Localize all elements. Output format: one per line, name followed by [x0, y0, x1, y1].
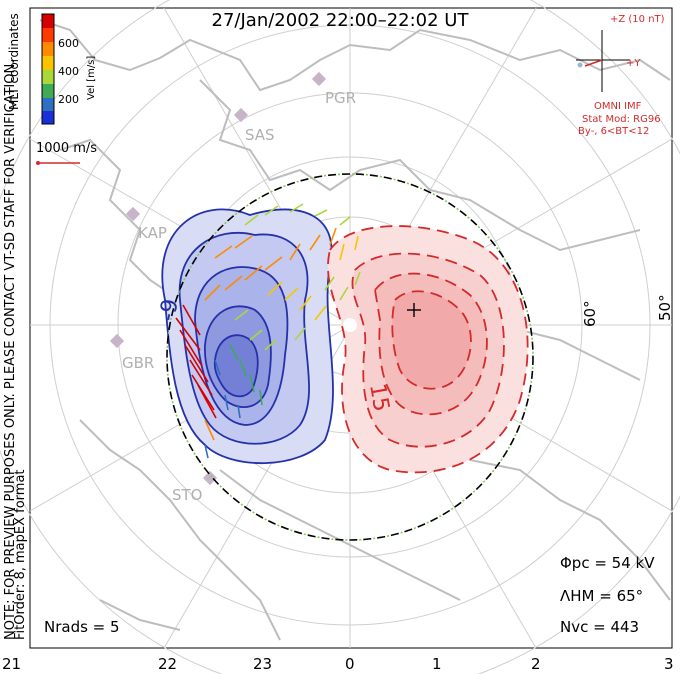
- map-title: 27/Jan/2002 22:00–22:02 UT: [212, 10, 470, 31]
- stat-n-rads: Nrads = 5: [44, 618, 120, 636]
- colorbar-tick-400: 400: [58, 65, 79, 78]
- ref-vector-label: 1000 m/s: [36, 141, 97, 156]
- imf-by-label: +Y: [626, 58, 641, 69]
- imf-dial: [576, 30, 630, 92]
- imf-condition: By-, 6<BT<12: [578, 126, 649, 137]
- pos-contour-label: 15: [364, 382, 393, 414]
- mlt-tick-21: 21: [2, 655, 21, 673]
- mlt-coordinates-label: MLT coordinates: [7, 13, 21, 110]
- station-label-sto: STO: [172, 486, 203, 504]
- station-label-kap: KAP: [138, 224, 167, 242]
- velocity-colorbar: [41, 13, 55, 125]
- station-marker-gbr: [109, 333, 125, 349]
- lat-label-60: 60°: [581, 300, 599, 327]
- mlt-tick-22: 22: [158, 655, 177, 673]
- mlt-tick-0: 0: [345, 655, 355, 673]
- station-label-gbr: GBR: [122, 354, 154, 372]
- station-marker-pgr: [311, 71, 327, 87]
- mlt-tick-3: 3: [664, 655, 674, 673]
- stat-lambda-hm: ΛHM = 65°: [560, 587, 643, 605]
- stat-n-vc: Nvc = 443: [560, 618, 639, 636]
- imf-bz-label: +Z (10 nT): [610, 14, 665, 25]
- pole-marker: [343, 318, 357, 332]
- mlt-tick-1: 1: [432, 655, 442, 673]
- positive-potential-cell: [327, 225, 529, 474]
- lat-label-50: 50°: [656, 294, 674, 321]
- station-label-sas: SAS: [245, 126, 275, 144]
- station-label-pgr: PGR: [325, 89, 356, 107]
- colorbar-tick-200: 200: [58, 93, 79, 106]
- neg-cell-fill-5: [213, 334, 259, 398]
- mlt-axis: 21 22 23 0 1 2 3: [2, 655, 674, 673]
- mlt-tick-2: 2: [531, 655, 541, 673]
- potential-max-marker: [407, 303, 421, 317]
- ref-vector-arrow: [36, 161, 80, 165]
- stat-phi-pc: Φpc = 54 kV: [560, 554, 655, 572]
- colorbar-label: Vel [m/s]: [86, 56, 97, 100]
- negative-potential-cell: [161, 208, 334, 465]
- station-marker-sto: [202, 470, 218, 486]
- velocity-vectors: [175, 203, 361, 459]
- neg-contour-label: -9: [155, 297, 183, 323]
- hm-boundary: [166, 173, 534, 541]
- mlt-tick-23: 23: [253, 655, 272, 673]
- imf-model: Stat Mod: RG96: [582, 114, 661, 125]
- pos-cell-fill-4: [391, 290, 472, 390]
- preview-note: NOTE: FOR PREVIEW PURPOSES ONLY. PLEASE …: [3, 60, 18, 640]
- imf-source: OMNI IMF: [594, 101, 642, 112]
- colorbar-tick-600: 600: [58, 37, 79, 50]
- fit-order-note: FitOrder: 8, mapEX format: [13, 469, 28, 640]
